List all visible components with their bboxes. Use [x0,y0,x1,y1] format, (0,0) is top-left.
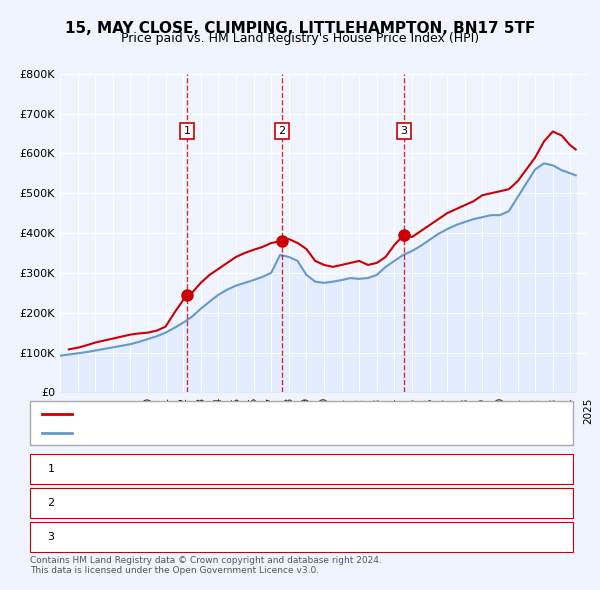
Text: This data is licensed under the Open Government Licence v3.0.: This data is licensed under the Open Gov… [30,566,319,575]
Text: 15, MAY CLOSE, CLIMPING, LITTLEHAMPTON, BN17 5TF: 15, MAY CLOSE, CLIMPING, LITTLEHAMPTON, … [65,21,535,35]
Text: 15-MAR-2002: 15-MAR-2002 [95,464,169,474]
Text: 3: 3 [47,532,55,542]
Text: 3: 3 [401,126,407,136]
Text: 22% ↑ HPI: 22% ↑ HPI [408,464,468,474]
Text: 2: 2 [278,126,286,136]
Text: 15, MAY CLOSE, CLIMPING, LITTLEHAMPTON, BN17 5TF (detached house): 15, MAY CLOSE, CLIMPING, LITTLEHAMPTON, … [78,409,457,419]
Text: 2: 2 [47,498,55,508]
Text: Contains HM Land Registry data © Crown copyright and database right 2024.: Contains HM Land Registry data © Crown c… [30,556,382,565]
Text: HPI: Average price, detached house, Arun: HPI: Average price, detached house, Arun [78,428,296,438]
Text: 13% ↑ HPI: 13% ↑ HPI [409,498,467,508]
Text: 18-JUL-2014: 18-JUL-2014 [98,532,166,542]
Text: £380,000: £380,000 [274,498,326,508]
Text: 07-AUG-2007: 07-AUG-2007 [95,498,169,508]
Text: £396,000: £396,000 [274,532,326,542]
Text: Price paid vs. HM Land Registry's House Price Index (HPI): Price paid vs. HM Land Registry's House … [121,32,479,45]
Text: 1: 1 [184,126,190,136]
Text: 11% ↑ HPI: 11% ↑ HPI [409,532,467,542]
Text: 1: 1 [47,464,55,474]
Text: £244,950: £244,950 [274,464,326,474]
